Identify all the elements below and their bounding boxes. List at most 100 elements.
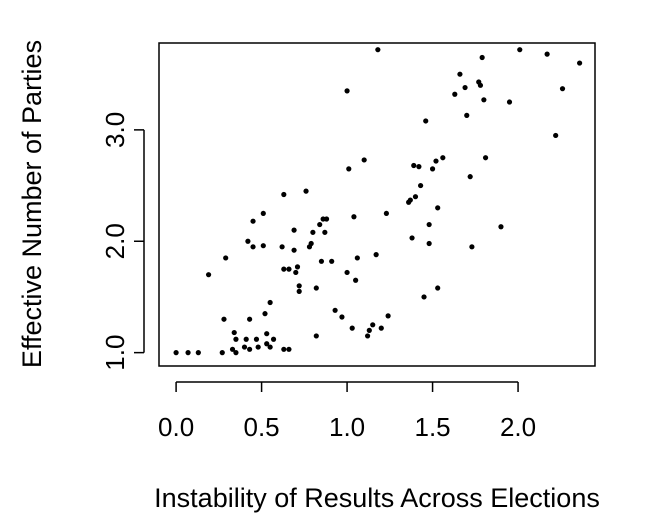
data-point [469,244,475,250]
data-point [270,336,277,342]
data-point [481,97,487,103]
data-point [296,288,302,294]
data-point [354,255,360,261]
data-point [418,182,424,189]
data-point [429,166,436,172]
data-point [286,346,292,352]
data-point [294,264,301,270]
x-tick-label: 2.0 [500,412,536,442]
data-point [346,166,352,172]
data-point [223,255,229,261]
data-point [361,157,367,163]
x-tick-label: 0.0 [158,412,194,442]
data-point [467,174,473,180]
data-point [364,333,371,339]
data-point [250,218,256,224]
data-point [205,272,212,278]
data-point [310,229,316,235]
data-point [353,277,359,283]
data-point [339,314,345,320]
data-point [318,258,325,264]
data-point [231,329,237,336]
data-point [423,118,429,124]
data-point [409,235,415,241]
data-point [366,327,372,333]
data-point [317,221,323,228]
data-point [506,99,513,105]
data-point [323,216,330,222]
data-point [221,316,227,322]
data-point [462,84,468,91]
x-tick-label: 1.5 [414,412,450,442]
data-point [370,322,376,328]
data-point [281,266,287,272]
data-point [433,158,439,164]
data-point [452,91,458,97]
data-point [260,243,266,249]
data-point [412,194,419,200]
data-point [479,54,485,61]
plot-frame [158,42,596,367]
data-point [411,162,417,169]
data-point [457,71,463,77]
data-point [241,344,248,350]
y-tick-label: 3.0 [100,112,130,148]
data-point [253,336,260,342]
data-point [267,344,273,350]
data-point [245,238,251,244]
data-point [426,240,432,247]
data-point [544,51,550,57]
y-tick-label: 1.0 [100,335,130,371]
data-point [482,155,489,161]
y-axis-title: Effective Number of Parties [17,40,47,368]
data-point [440,155,446,161]
data-point [233,350,239,356]
data-point [344,88,350,94]
data-point [407,197,413,203]
data-point [195,350,201,356]
x-axis-title: Instability of Results Across Elections [154,483,600,513]
y-axis: 1.0 2.0 3.0 [100,112,145,371]
data-point [378,325,384,331]
data-point [373,252,379,258]
data-point [185,350,191,356]
data-point [264,341,270,347]
data-point [303,188,309,194]
data-point [553,132,559,139]
data-point [375,47,381,53]
data-point [383,210,390,217]
data-point [260,210,266,217]
data-point [349,325,355,331]
data-point [255,344,261,350]
data-points [173,47,583,356]
data-point [344,269,350,276]
data-point [329,258,335,264]
data-point [559,86,566,92]
data-point [262,311,268,317]
data-point [421,294,427,300]
data-point [281,191,287,198]
data-point [435,205,441,211]
data-point [233,336,239,342]
data-point [313,285,319,291]
data-point [464,112,470,118]
data-point [416,164,422,170]
data-point [332,307,338,313]
data-point [173,350,179,356]
data-point [517,47,523,53]
y-tick-label: 2.0 [100,223,130,259]
data-point [291,247,297,253]
data-point [264,331,270,337]
data-point [293,269,299,276]
data-point [322,229,328,235]
x-tick-label: 1.0 [329,412,365,442]
x-axis: 0.0 0.5 1.0 1.5 2.0 [158,381,536,442]
data-point [351,214,357,220]
data-point [247,316,253,322]
data-point [477,82,484,88]
data-point [498,224,504,230]
data-point [279,244,285,250]
data-point [308,240,314,247]
x-tick-label: 0.5 [244,412,280,442]
